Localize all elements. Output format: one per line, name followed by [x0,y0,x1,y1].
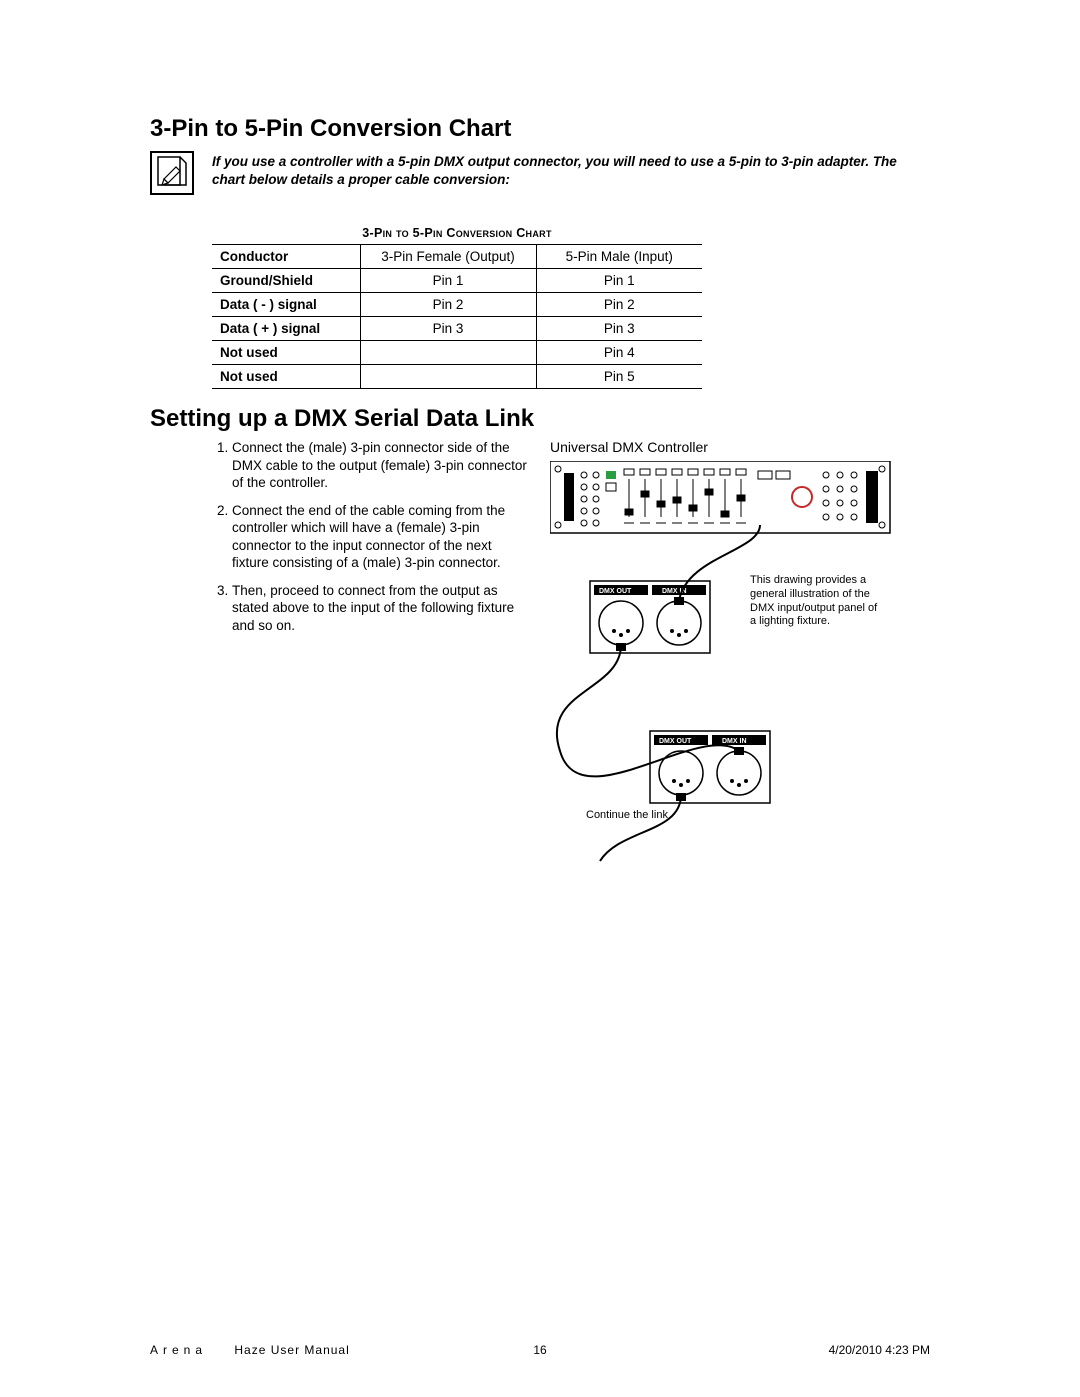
svg-text:DMX IN: DMX IN [722,738,747,745]
steps-list: Connect the (male) 3-pin connector side … [210,439,530,634]
section-1-title: 3-Pin to 5-Pin Conversion Chart [150,115,930,143]
list-item: Connect the end of the cable coming from… [232,502,530,572]
note-text: If you use a controller with a 5-pin DMX… [212,151,930,188]
table-row: Conductor 3-Pin Female (Output) 5-Pin Ma… [212,245,702,269]
table-row: Not used Pin 4 [212,341,702,365]
continue-label: Continue the link [586,809,668,821]
th-conductor: Conductor [212,245,360,269]
diagram-annotation: This drawing provides a general illustra… [750,574,880,629]
footer-timestamp: 4/20/2010 4:23 PM [829,1343,930,1357]
page-footer: Arena Haze User Manual 16 4/20/2010 4:23… [150,1343,930,1357]
list-item: Then, proceed to connect from the output… [232,582,530,635]
table-title: 3-Pin to 5-Pin Conversion Chart [212,226,702,240]
section-2-title: Setting up a DMX Serial Data Link [150,405,534,433]
table-row: Not used Pin 5 [212,365,702,389]
footer-manual: Haze User Manual [234,1343,349,1357]
svg-text:DMX OUT: DMX OUT [659,738,692,745]
table-row: Data ( + ) signal Pin 3 Pin 3 [212,317,702,341]
footer-product: Arena [150,1343,207,1357]
note-icon [150,151,194,200]
th-3pin: 3-Pin Female (Output) [360,245,536,269]
list-item: Connect the (male) 3-pin connector side … [232,439,530,492]
footer-page-number: 16 [533,1343,546,1357]
svg-text:DMX OUT: DMX OUT [599,588,632,595]
table-row: Data ( - ) signal Pin 2 Pin 2 [212,293,702,317]
table-row: Ground/Shield Pin 1 Pin 1 [212,269,702,293]
controller-label: Universal DMX Controller [550,439,930,455]
th-5pin: 5-Pin Male (Input) [536,245,702,269]
conversion-table: Conductor 3-Pin Female (Output) 5-Pin Ma… [212,244,702,389]
